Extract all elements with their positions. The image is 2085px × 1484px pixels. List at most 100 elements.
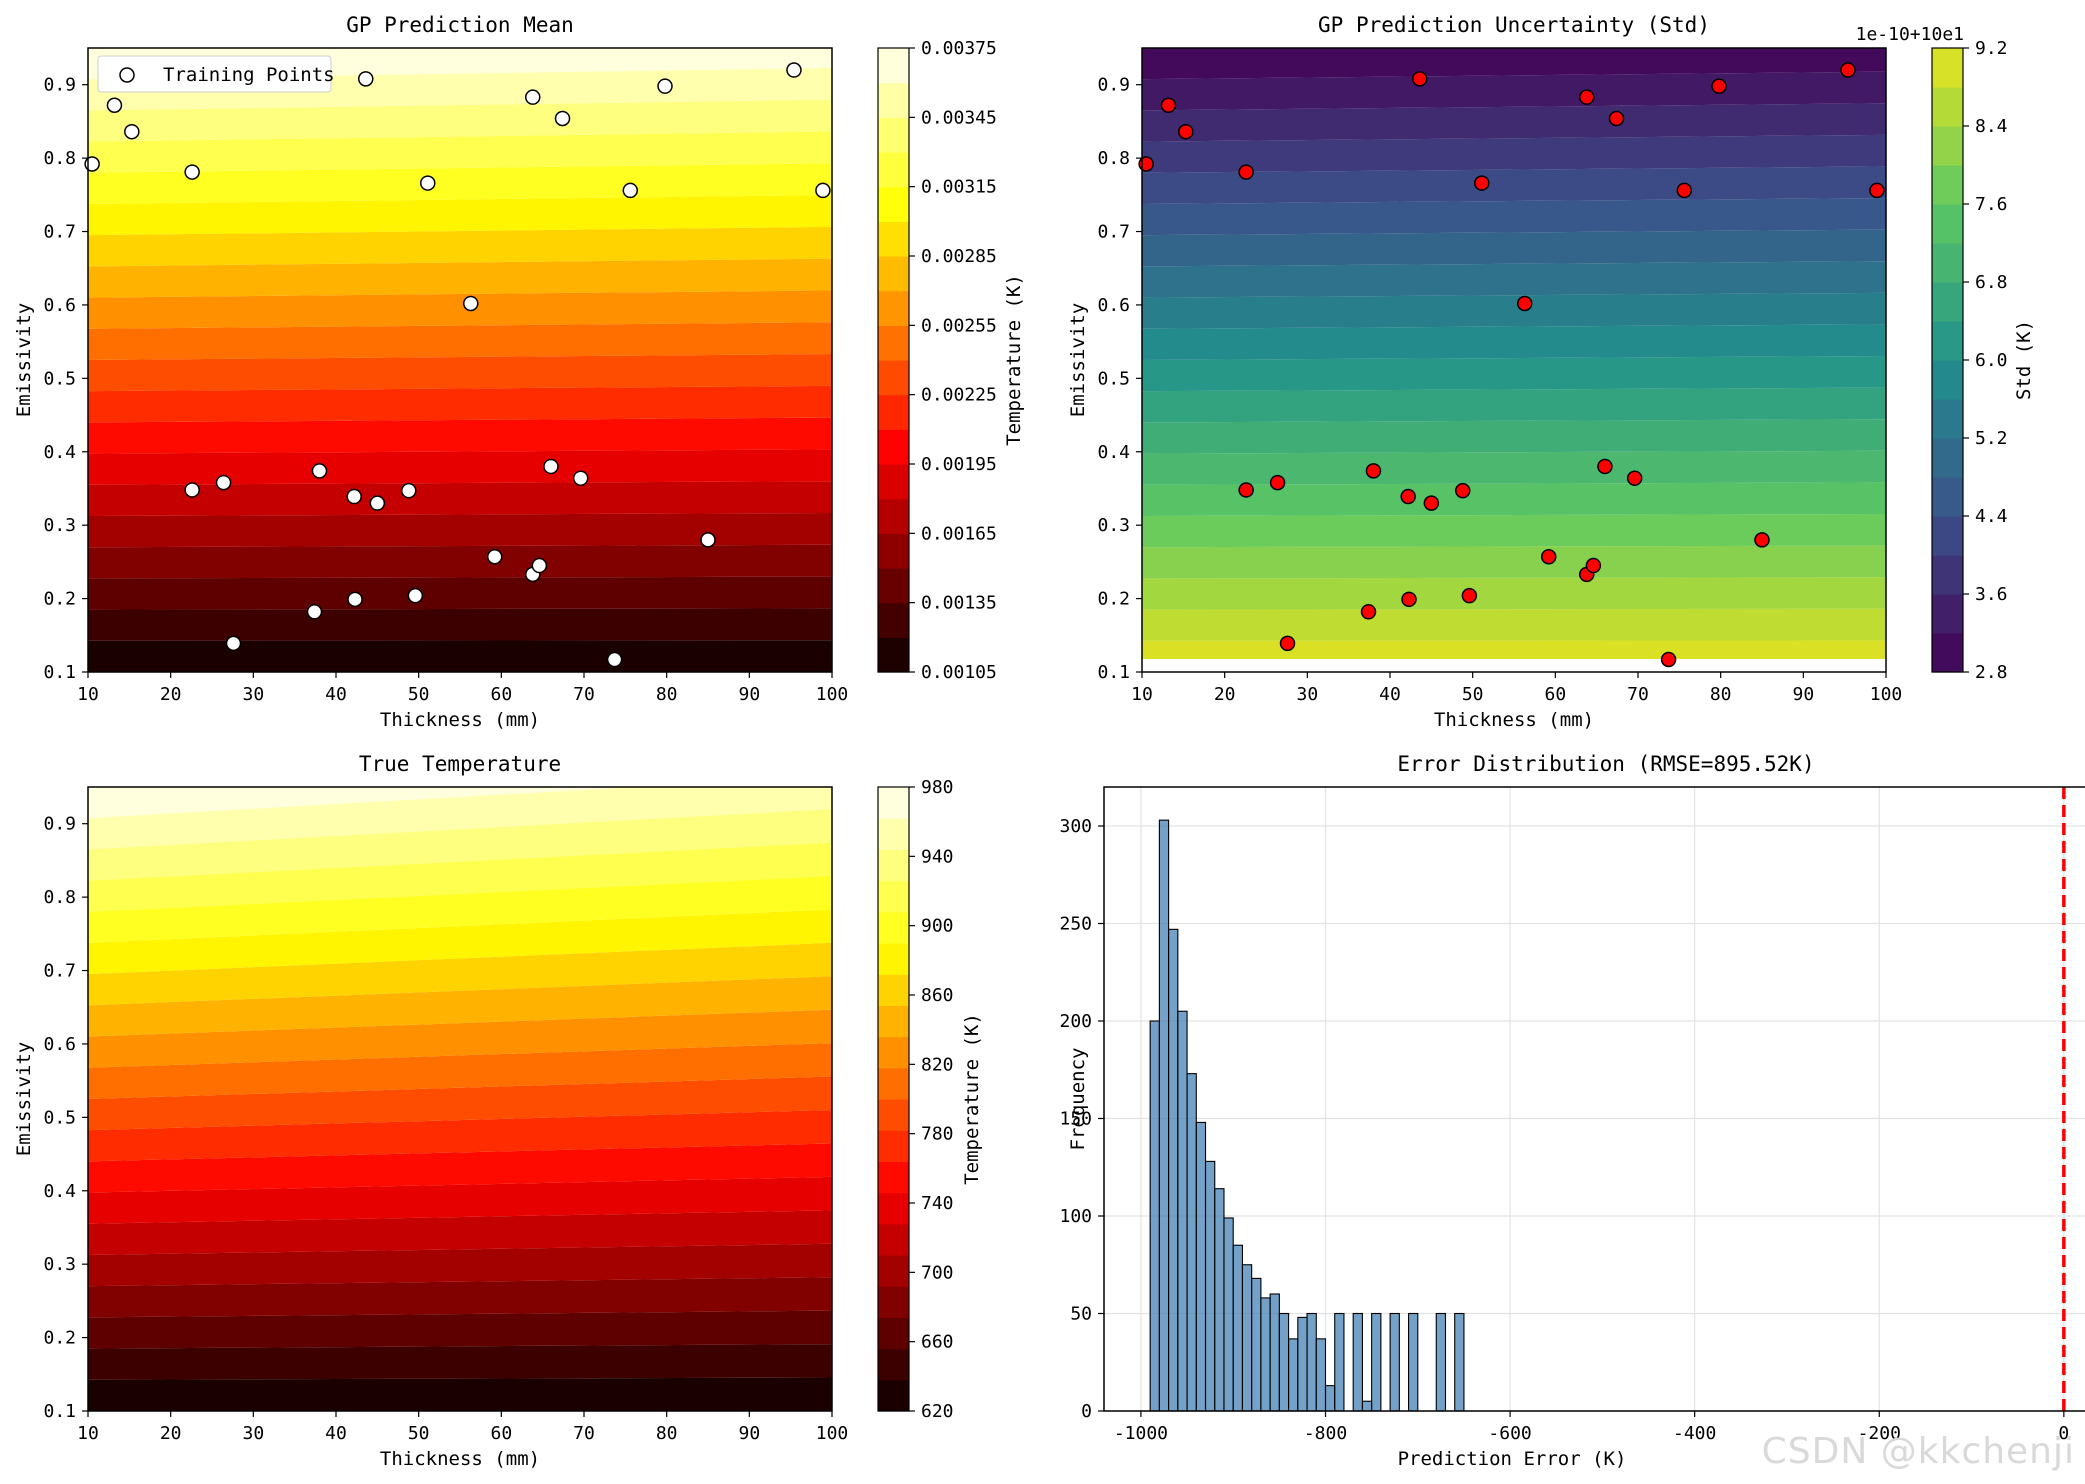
y-tick-label: 0.1 <box>43 662 76 683</box>
training-point <box>420 175 436 191</box>
colorbar-tick-label: 8.4 <box>1975 116 2008 137</box>
contour-band <box>88 842 832 912</box>
colorbar-band <box>1932 282 1963 322</box>
contour-band <box>88 417 832 454</box>
histogram-bar <box>1251 1277 1262 1412</box>
colorbar-tick-label: 7.6 <box>1975 194 2008 215</box>
training-point <box>786 62 802 78</box>
histogram-bar <box>1186 1073 1197 1412</box>
colorbar-band <box>1932 399 1963 439</box>
histogram-bar <box>1278 1312 1290 1412</box>
contour-band <box>88 99 832 142</box>
training-point <box>1401 591 1417 608</box>
training-point <box>1597 458 1613 475</box>
x-tick-label: 50 <box>408 684 430 705</box>
colorbar-tick-label: 0.00135 <box>921 593 997 614</box>
x-tick-label: 90 <box>738 684 760 705</box>
contour-band <box>88 1377 832 1411</box>
y-tick-label: 0.4 <box>43 1181 76 1202</box>
contour-band <box>88 1076 832 1131</box>
y-tick-label: 0.9 <box>43 75 76 96</box>
colorbar-frame <box>877 786 910 1412</box>
colorbar-tick-label: 660 <box>921 1332 954 1353</box>
x-tick-label: 100 <box>816 684 849 705</box>
y-tick-labels: 0.1 0.2 0.3 0.4 0.5 0.6 0.7 0.8 0.9 <box>43 814 88 1422</box>
colorbar-band <box>878 82 909 118</box>
plot-frame <box>87 47 833 673</box>
training-point <box>1869 182 1885 199</box>
histogram-bar <box>1260 1297 1271 1412</box>
histogram-bars <box>1149 819 1465 1412</box>
colorbar-tick-label: 9.2 <box>1975 38 2008 59</box>
panel-title: True Temperature <box>359 752 561 776</box>
colorbar-label: Temperature (K) <box>961 1013 983 1185</box>
colorbar-band <box>878 880 909 913</box>
contour-band <box>1142 48 1886 80</box>
colorbar-band <box>1932 438 1963 478</box>
colorbar-band <box>878 818 909 850</box>
colorbar-tick-label: 0.00165 <box>921 523 997 544</box>
training-point <box>369 495 386 511</box>
contour-band <box>88 909 832 975</box>
contour-band <box>88 809 832 881</box>
colorbar-tick-label: 700 <box>921 1262 954 1283</box>
colorbar-tick-label: 0.00195 <box>921 454 997 475</box>
x-tick-label: 10 <box>1131 684 1153 705</box>
colorbar-band <box>878 1286 909 1318</box>
x-tick-label: 60 <box>490 684 512 705</box>
contour-band <box>88 449 832 485</box>
x-tick-label: 0 <box>2058 1423 2069 1444</box>
colorbar-band <box>878 394 909 430</box>
y-axis-label: Frequency <box>1067 1048 1089 1151</box>
training-point <box>1365 463 1382 479</box>
y-tick-label: 0.6 <box>1097 295 1130 316</box>
histogram-bar <box>1232 1244 1243 1412</box>
y-tick-labels: 0.1 0.2 0.3 0.4 0.5 0.6 0.7 0.8 0.9 <box>1097 75 1142 683</box>
contour-band <box>88 1344 832 1380</box>
colorbar-band <box>878 290 909 326</box>
colorbar-tick-label: 0.00255 <box>921 315 997 336</box>
x-tick-label: -400 <box>1673 1423 1716 1444</box>
y-tick-label: 0.4 <box>43 442 76 463</box>
contour-band <box>88 1043 832 1099</box>
colorbar-band <box>878 1223 909 1256</box>
colorbar-band <box>1932 165 1963 205</box>
training-point <box>1160 97 1177 114</box>
colorbar-tick-label: 0.00315 <box>921 177 997 198</box>
contour-band <box>88 385 832 423</box>
y-tick-label: 0.7 <box>43 961 76 982</box>
y-tick-label: 0.6 <box>43 295 76 316</box>
histogram-bar <box>1454 1312 1465 1412</box>
training-point <box>1279 635 1296 652</box>
plot-frame <box>1103 786 2085 1412</box>
y-tick-label: 0.2 <box>43 589 76 610</box>
colorbar-label: Std (K) <box>2013 320 2035 400</box>
colorbar-tick-label: 6.0 <box>1975 350 2008 371</box>
colorbar-band <box>878 186 909 222</box>
colorbar-band <box>878 1379 909 1412</box>
plot-frame <box>1141 47 1887 673</box>
colorbar: 2.8 3.6 4.4 5.2 6.0 6.8 7.6 8.4 9.2 <box>1931 38 2008 683</box>
contour-band <box>1142 103 1886 142</box>
training-point <box>543 458 559 475</box>
contour-band <box>88 290 832 329</box>
colorbar-tick-label: 940 <box>921 846 954 867</box>
training-point <box>184 164 200 180</box>
contour-band <box>88 544 832 579</box>
colorbar: 620 660 700 740 780 820 860 900 940 980 <box>877 777 954 1422</box>
training-point <box>1138 156 1154 172</box>
colorbar-band <box>1932 360 1963 400</box>
training-point <box>106 97 123 114</box>
training-point <box>1660 651 1677 668</box>
colorbar-band <box>1932 126 1963 166</box>
x-tick-label: 70 <box>1627 684 1649 705</box>
histogram-bar <box>1241 1264 1253 1412</box>
contour-band <box>1142 134 1886 173</box>
training-point <box>524 89 541 105</box>
y-tick-label: 100 <box>1059 1206 1092 1227</box>
legend-entry: Training Points <box>163 64 335 86</box>
training-point <box>306 604 323 620</box>
training-point <box>1178 123 1194 140</box>
contour-band <box>88 1243 832 1287</box>
histogram-bar <box>1371 1312 1382 1412</box>
